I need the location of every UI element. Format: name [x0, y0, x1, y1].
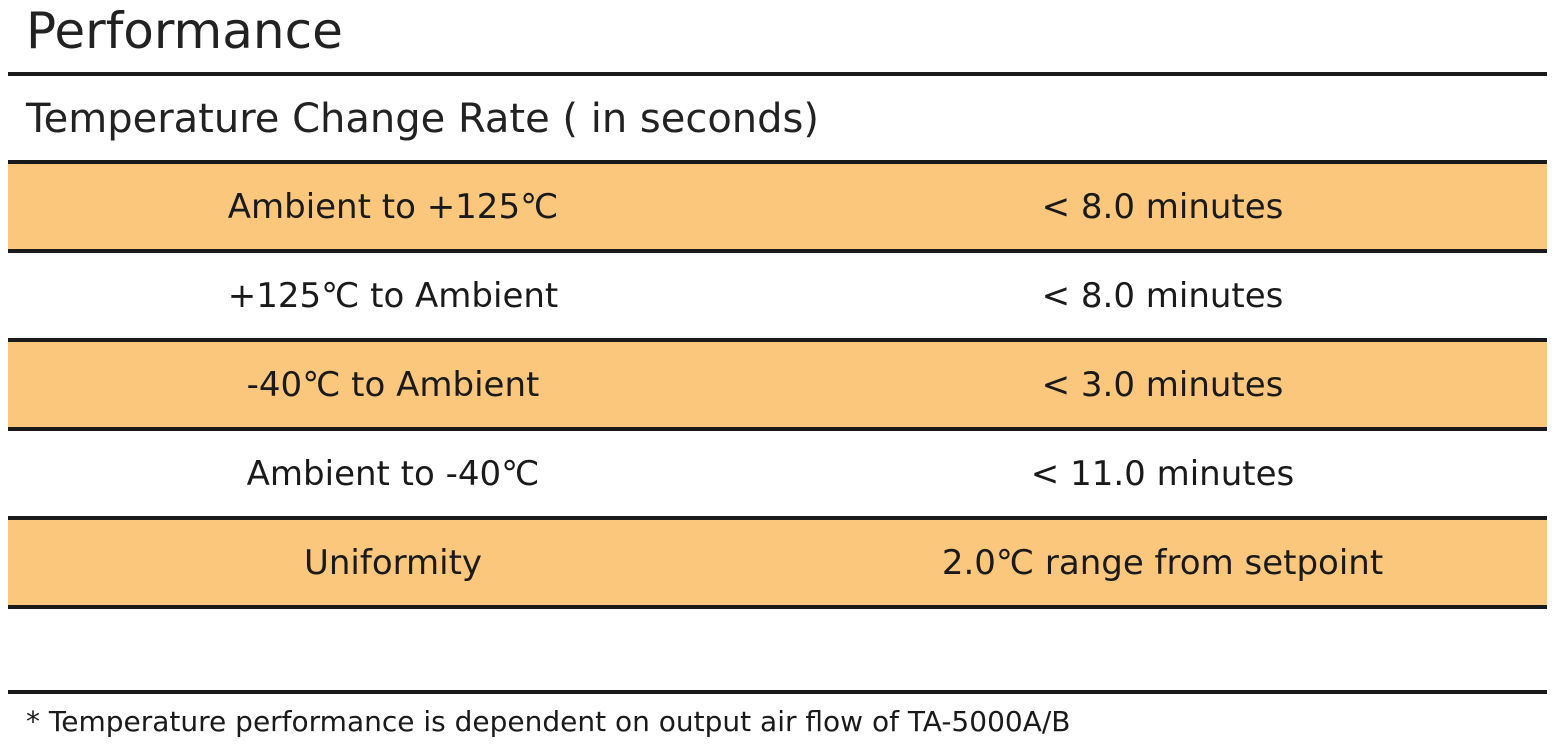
row-value: < 8.0 minutes	[1041, 186, 1284, 227]
row-label: Ambient to -40℃	[246, 453, 540, 494]
row-value: 2.0℃ range from setpoint	[941, 542, 1384, 583]
table-row: -40℃ to Ambient < 3.0 minutes	[8, 342, 1547, 431]
table-row: Ambient to -40℃ < 11.0 minutes	[8, 431, 1547, 520]
section-heading: Temperature Change Rate ( in seconds)	[26, 96, 819, 142]
row-value: < 8.0 minutes	[1041, 275, 1284, 316]
row-label: -40℃ to Ambient	[246, 364, 540, 405]
row-value: < 11.0 minutes	[1030, 453, 1295, 494]
table-row: Uniformity 2.0℃ range from setpoint	[8, 520, 1547, 609]
page-title: Performance	[26, 2, 343, 60]
performance-table: Ambient to +125℃ < 8.0 minutes +125℃ to …	[8, 164, 1547, 609]
row-label: Ambient to +125℃	[227, 186, 559, 227]
title-rule	[8, 72, 1547, 76]
table-row: Ambient to +125℃ < 8.0 minutes	[8, 164, 1547, 253]
row-label: +125℃ to Ambient	[227, 275, 559, 316]
table-row: +125℃ to Ambient < 8.0 minutes	[8, 253, 1547, 342]
row-value: < 3.0 minutes	[1041, 364, 1284, 405]
section-rule	[8, 160, 1547, 164]
footnote: * Temperature performance is dependent o…	[26, 705, 1071, 738]
footnote-rule	[8, 690, 1547, 694]
row-label: Uniformity	[303, 542, 483, 583]
